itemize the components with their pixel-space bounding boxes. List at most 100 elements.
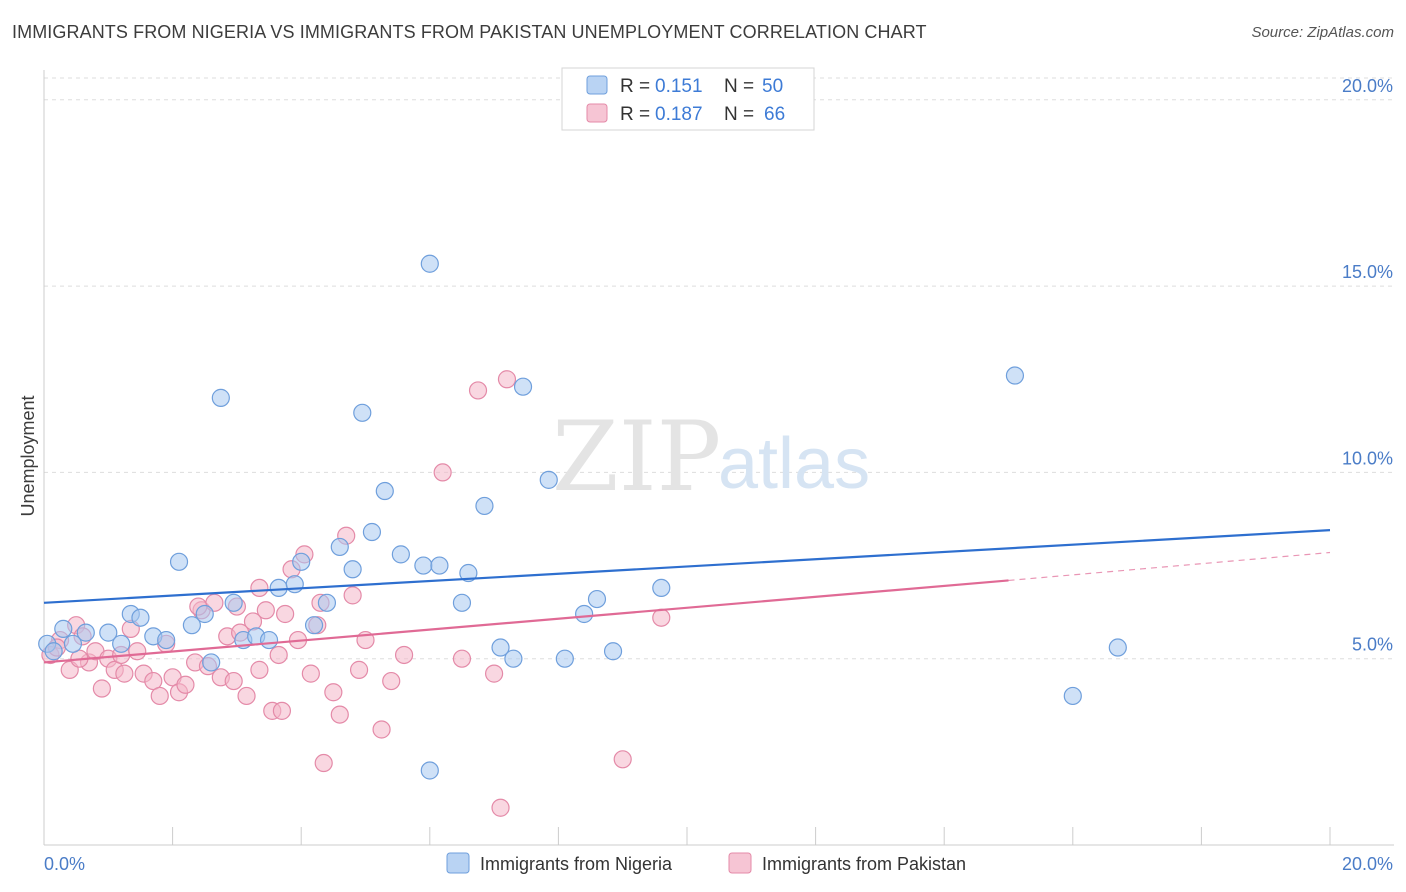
data-point-nigeria: [169, 552, 189, 571]
data-point-nigeria: [1108, 638, 1127, 657]
grid-layer: [44, 77, 1394, 660]
data-point-nigeria: [652, 578, 671, 598]
chart-source: Source: ZipAtlas.com: [1251, 24, 1394, 41]
data-point-nigeria: [54, 619, 73, 638]
data-point-nigeria: [391, 545, 410, 564]
data-point-pakistan: [128, 642, 147, 661]
data-point-nigeria: [304, 616, 324, 635]
correlation-legend: R = 0.151 N = 50 R = 0.187 N = 66: [561, 67, 815, 131]
data-point-pakistan: [314, 753, 333, 773]
legend-r-value-pakistan: 0.187: [655, 104, 703, 125]
data-point-nigeria: [603, 642, 623, 661]
data-point-nigeria: [491, 638, 510, 657]
data-point-pakistan: [497, 370, 517, 389]
data-point-nigeria: [513, 377, 533, 396]
data-point-nigeria: [76, 623, 95, 642]
data-point-nigeria: [420, 254, 439, 273]
data-point-nigeria: [343, 560, 362, 579]
axis-layer: 5.0% 10.0% 15.0% 20.0% 0.0% 20.0%: [43, 70, 1394, 874]
data-point-nigeria: [112, 634, 131, 653]
legend-swatch-pakistan: [586, 103, 608, 123]
trend-line-extension-pakistan: [1008, 551, 1331, 582]
data-point-nigeria: [224, 593, 243, 612]
data-point-nigeria: [1005, 366, 1025, 385]
data-point-pakistan: [276, 604, 295, 624]
data-point-nigeria: [504, 649, 523, 668]
series-legend-label-pakistan: Immigrants from Pakistan: [762, 854, 966, 874]
data-point-nigeria: [414, 556, 433, 575]
data-point-nigeria: [195, 604, 214, 624]
data-point-pakistan: [652, 608, 671, 627]
data-point-nigeria: [182, 616, 201, 635]
watermark: ZIP atlas: [552, 401, 870, 513]
data-point-pakistan: [468, 381, 488, 400]
watermark-zip: ZIP: [552, 401, 721, 513]
points-layer: [38, 254, 1127, 817]
chart-title: IMMIGRANTS FROM NIGERIA VS IMMIGRANTS FR…: [12, 22, 927, 42]
data-point-nigeria: [362, 522, 382, 542]
data-point-nigeria: [475, 496, 494, 516]
y-axis-label: Unemployment: [18, 395, 38, 516]
data-point-nigeria: [539, 470, 558, 489]
data-point-nigeria: [292, 552, 311, 571]
data-point-pakistan: [349, 660, 369, 679]
y-tick-label: 5.0%: [1352, 635, 1393, 655]
series-legend-swatch-pakistan: [728, 852, 752, 874]
trend-line-pakistan: [43, 579, 1009, 664]
legend-r-label-nigeria: R =: [620, 76, 650, 97]
data-point-nigeria: [211, 388, 230, 407]
data-point-pakistan: [324, 683, 343, 702]
data-point-pakistan: [237, 686, 256, 706]
data-point-nigeria: [269, 578, 288, 598]
watermark-atlas: atlas: [718, 424, 870, 504]
data-point-pakistan: [433, 463, 452, 482]
data-point-pakistan: [269, 645, 288, 665]
series-legend-swatch-nigeria: [446, 852, 470, 874]
legend-n-value-nigeria: 50: [762, 76, 783, 97]
data-point-nigeria: [375, 481, 394, 501]
data-point-nigeria: [452, 593, 472, 612]
data-point-pakistan: [150, 686, 169, 706]
legend-n-value-pakistan: 66: [764, 104, 785, 125]
x-tick-label: 20.0%: [1342, 854, 1393, 874]
data-point-nigeria: [259, 630, 279, 650]
data-point-nigeria: [131, 608, 150, 627]
data-point-nigeria: [157, 630, 176, 650]
legend-n-label-nigeria: N =: [724, 76, 754, 97]
y-tick-label: 10.0%: [1342, 448, 1393, 468]
legend-r-label-pakistan: R =: [620, 104, 650, 125]
data-point-nigeria: [1063, 686, 1082, 706]
data-point-pakistan: [343, 586, 362, 605]
data-point-nigeria: [430, 556, 449, 575]
legend-swatch-nigeria: [586, 75, 608, 95]
data-point-pakistan: [224, 671, 243, 691]
trend-layer: [43, 529, 1331, 664]
data-point-pakistan: [92, 679, 111, 698]
data-point-nigeria: [63, 634, 83, 653]
data-point-pakistan: [452, 649, 472, 668]
data-point-nigeria: [587, 589, 607, 609]
data-point-pakistan: [330, 705, 349, 724]
legend-r-value-nigeria: 0.151: [655, 76, 703, 97]
data-point-nigeria: [285, 575, 304, 594]
data-point-pakistan: [176, 675, 195, 694]
data-point-nigeria: [317, 593, 337, 612]
data-point-nigeria: [459, 563, 478, 583]
data-point-pakistan: [250, 578, 269, 598]
data-point-nigeria: [555, 649, 574, 668]
data-point-pakistan: [491, 798, 510, 817]
data-point-pakistan: [485, 664, 504, 683]
data-point-pakistan: [250, 660, 269, 679]
data-point-pakistan: [115, 664, 134, 683]
y-tick-label: 20.0%: [1342, 76, 1393, 96]
y-tick-label: 15.0%: [1342, 262, 1393, 282]
legend-n-label-pakistan: N =: [724, 104, 754, 125]
series-legend: Immigrants from Nigeria Immigrants from …: [446, 852, 966, 874]
data-point-pakistan: [613, 750, 632, 769]
data-point-pakistan: [394, 645, 414, 665]
data-point-pakistan: [382, 671, 401, 691]
data-point-pakistan: [272, 701, 292, 720]
trend-line-nigeria: [43, 529, 1331, 604]
data-point-nigeria: [420, 761, 439, 780]
